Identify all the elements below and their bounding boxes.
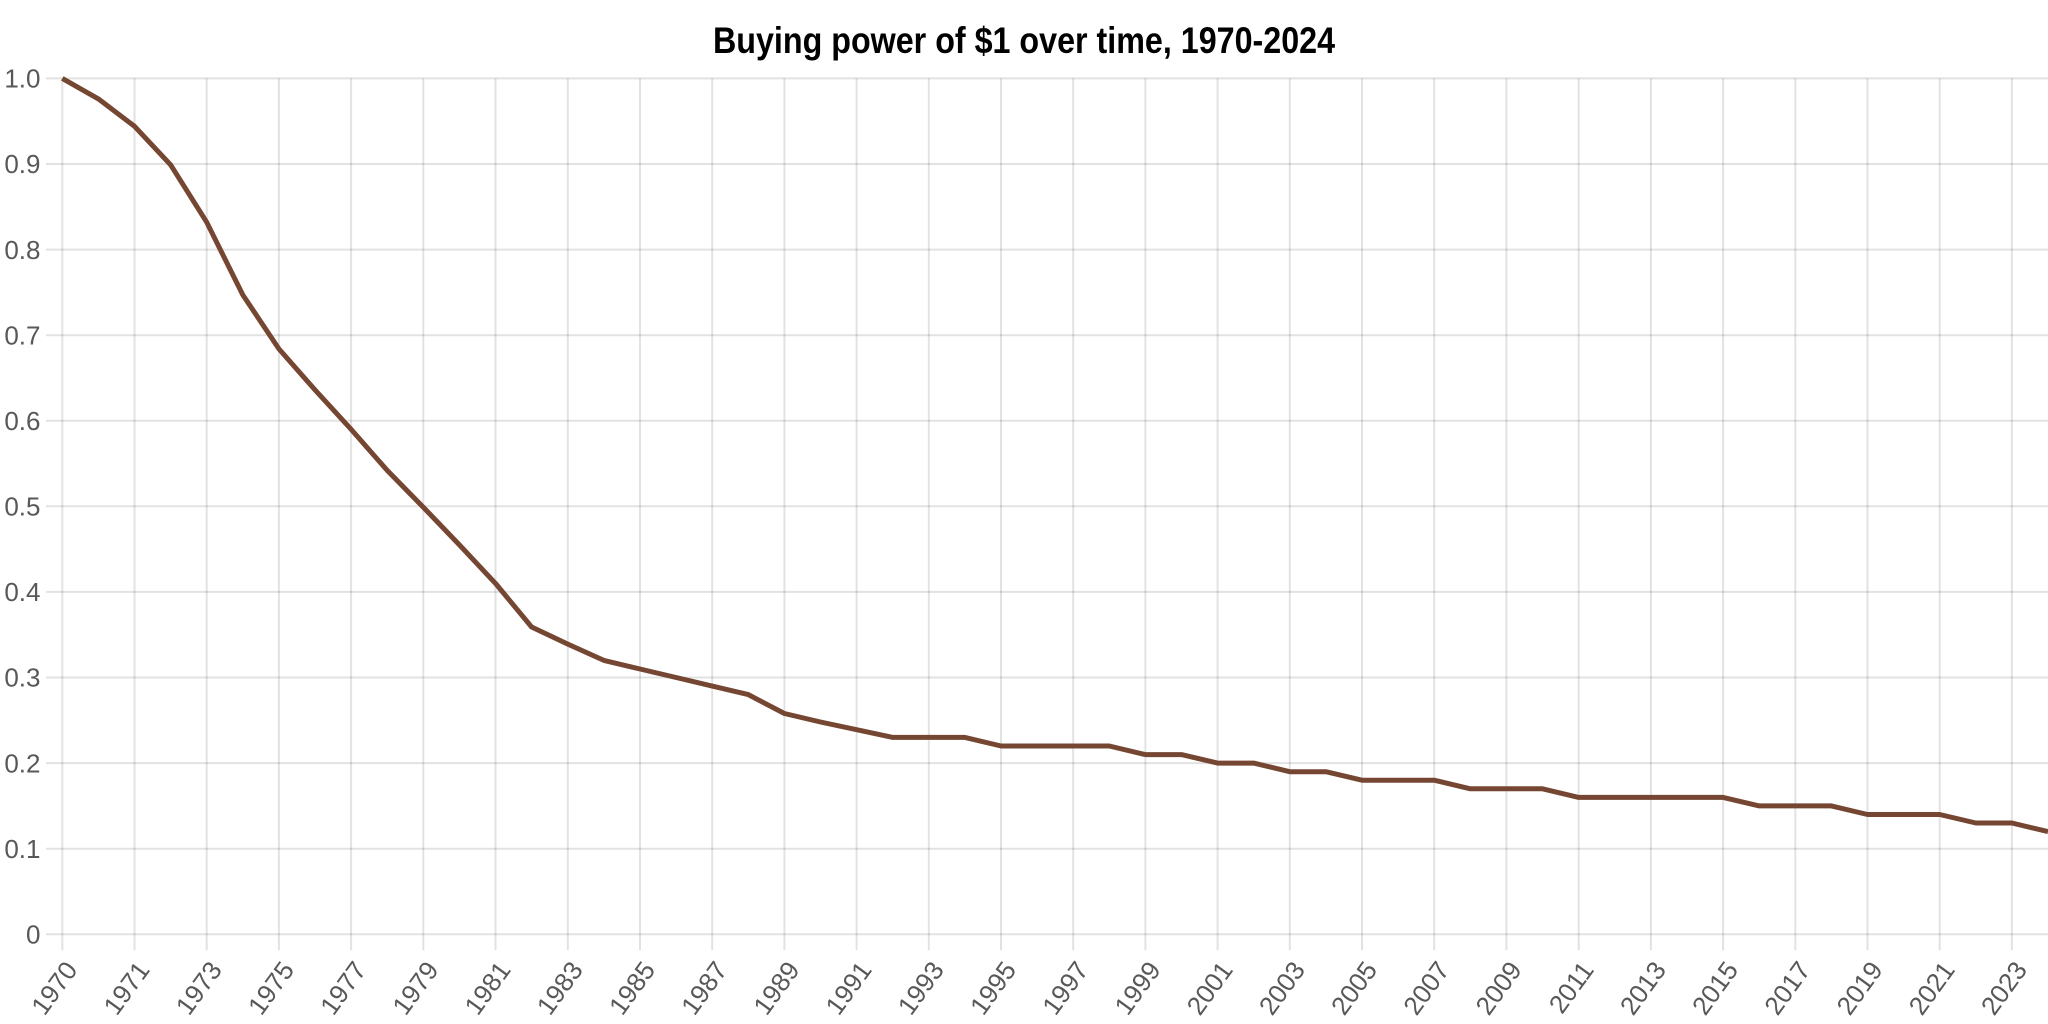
svg-text:Buying power of $1 over time,: Buying power of $1 over time, 1970-2024 bbox=[713, 21, 1336, 62]
svg-text:0.6: 0.6 bbox=[4, 406, 40, 436]
svg-text:0.3: 0.3 bbox=[4, 663, 40, 693]
svg-text:0.8: 0.8 bbox=[4, 235, 40, 265]
svg-text:0.2: 0.2 bbox=[4, 748, 40, 778]
svg-text:0.7: 0.7 bbox=[4, 320, 40, 350]
svg-text:0.1: 0.1 bbox=[4, 834, 40, 864]
svg-text:0.5: 0.5 bbox=[4, 492, 40, 522]
svg-text:0.4: 0.4 bbox=[4, 577, 40, 607]
svg-text:1.0: 1.0 bbox=[4, 64, 40, 94]
svg-text:0: 0 bbox=[26, 920, 40, 950]
svg-text:0.9: 0.9 bbox=[4, 149, 40, 179]
